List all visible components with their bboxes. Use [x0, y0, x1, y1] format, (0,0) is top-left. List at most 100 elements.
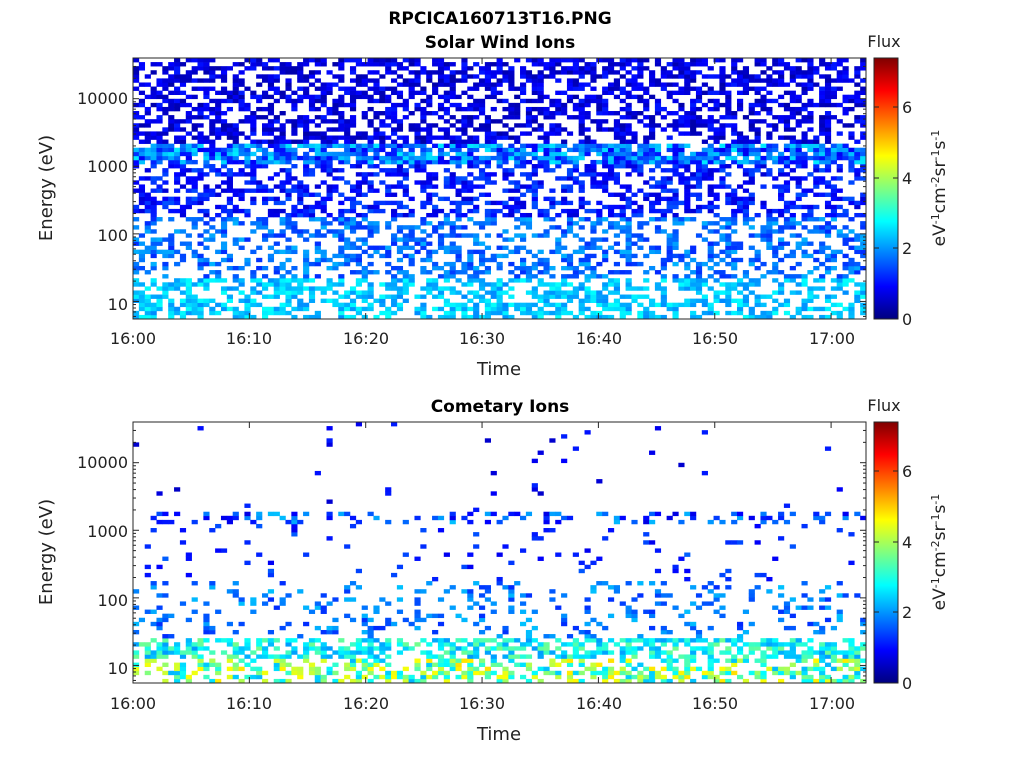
spectrogram-cell: [578, 119, 585, 124]
spectrogram-cell: [625, 151, 632, 157]
spectrogram-cell: [637, 155, 644, 161]
spectrogram-cell: [537, 208, 544, 214]
spectrogram-cell: [179, 127, 187, 132]
spectrogram-cell: [232, 629, 239, 635]
spectrogram-cell: [144, 662, 151, 667]
spectrogram-cell: [649, 155, 656, 161]
spectrogram-cell: [303, 650, 310, 655]
spectrogram-cell: [396, 119, 404, 124]
spectrogram-cell: [514, 184, 521, 189]
spectrogram-cell: [291, 519, 298, 525]
spectrogram-cell: [754, 294, 761, 299]
spectrogram-cell: [602, 314, 609, 320]
spectrogram-cell: [156, 119, 163, 124]
spectrogram-cell: [584, 94, 591, 100]
spectrogram-cell: [144, 106, 151, 112]
spectrogram-cell: [349, 217, 357, 222]
spectrogram-cell: [437, 62, 445, 67]
spectrogram-cell: [748, 139, 755, 144]
spectrogram-cell: [701, 139, 708, 144]
spectrogram-cell: [813, 192, 820, 197]
spectrogram-cell: [725, 143, 732, 149]
spectrogram-cell: [819, 123, 826, 128]
spectrogram-cell: [631, 241, 638, 246]
spectrogram-cell: [361, 217, 368, 222]
spectrogram-cell: [349, 123, 357, 128]
spectrogram-cell: [490, 147, 497, 153]
spectrogram-cell: [150, 282, 157, 287]
spectrogram-cell: [643, 102, 650, 108]
spectrogram-cell: [789, 159, 796, 165]
spectrogram-cell: [625, 200, 632, 206]
spectrogram-cell: [455, 278, 462, 283]
spectrogram-cell: [584, 217, 591, 222]
spectrogram-cell: [379, 94, 386, 100]
spectrogram-cell: [549, 143, 556, 149]
spectrogram-cell: [308, 192, 316, 197]
spectrogram-cell: [537, 270, 544, 275]
spectrogram-cell: [807, 58, 814, 63]
spectrogram-cell: [168, 147, 175, 153]
spectrogram-cell: [373, 155, 380, 161]
spectrogram-cell: [361, 294, 368, 299]
spectrogram-cell: [607, 212, 615, 218]
spectrogram-cell: [262, 593, 269, 598]
spectrogram-cell: [736, 245, 744, 250]
spectrogram-cell: [373, 654, 380, 659]
spectrogram-cell: [402, 245, 409, 250]
spectrogram-cell: [508, 143, 515, 149]
spectrogram-cell: [467, 106, 474, 112]
spectrogram-cell: [783, 143, 791, 149]
spectrogram-cell: [150, 581, 157, 586]
spectrogram-cell: [355, 192, 362, 197]
spectrogram-cell: [385, 135, 392, 140]
spectrogram-cell: [478, 617, 486, 623]
spectrogram-cell: [256, 257, 263, 263]
spectrogram-cell: [813, 66, 820, 71]
spectrogram-cell: [256, 302, 263, 308]
spectrogram-cell: [496, 576, 503, 582]
spectrogram-cell: [355, 674, 362, 680]
spectrogram-cell: [742, 217, 750, 222]
spectrogram-cell: [297, 70, 304, 75]
spectrogram-cell: [437, 621, 445, 627]
spectrogram-cell: [789, 212, 796, 218]
spectrogram-cell: [291, 66, 298, 71]
spectrogram-cell: [138, 265, 146, 271]
spectrogram-cell: [772, 278, 779, 283]
spectrogram-cell: [402, 674, 409, 680]
spectrogram-cell: [332, 282, 339, 287]
spectrogram-cell: [191, 646, 198, 651]
spectrogram-cell: [830, 155, 837, 161]
spectrogram-cell: [226, 135, 233, 140]
spectrogram-cell: [396, 257, 404, 263]
spectrogram-cell: [467, 666, 474, 672]
spectrogram-cell: [578, 115, 585, 120]
spectrogram-cell: [138, 102, 146, 108]
spectrogram-cell: [766, 66, 773, 71]
spectrogram-cell: [168, 78, 175, 83]
spectrogram-cell: [490, 172, 497, 177]
spectrogram-cell: [783, 135, 791, 140]
spectrogram-cell: [267, 139, 275, 144]
spectrogram-cell: [291, 532, 298, 537]
spectrogram-cell: [830, 184, 837, 189]
spectrogram-cell: [373, 58, 380, 63]
spectrogram-cell: [549, 127, 556, 132]
spectrogram-cell: [537, 106, 544, 112]
spectrogram-cell: [250, 302, 257, 308]
spectrogram-cell: [385, 200, 392, 206]
spectrogram-cell: [437, 196, 445, 202]
spectrogram-cell: [209, 78, 216, 83]
spectrogram-cell: [414, 515, 421, 521]
spectrogram-cell: [555, 98, 562, 104]
spectrogram-cell: [168, 646, 175, 651]
spectrogram-cell: [525, 74, 533, 79]
spectrogram-cell: [209, 306, 216, 312]
spectrogram-cell: [238, 650, 245, 655]
spectrogram-cell: [666, 302, 673, 308]
spectrogram-cell: [197, 78, 204, 83]
spectrogram-cell: [385, 253, 392, 259]
spectrogram-cell: [854, 70, 861, 75]
spectrogram-cell: [473, 581, 480, 586]
